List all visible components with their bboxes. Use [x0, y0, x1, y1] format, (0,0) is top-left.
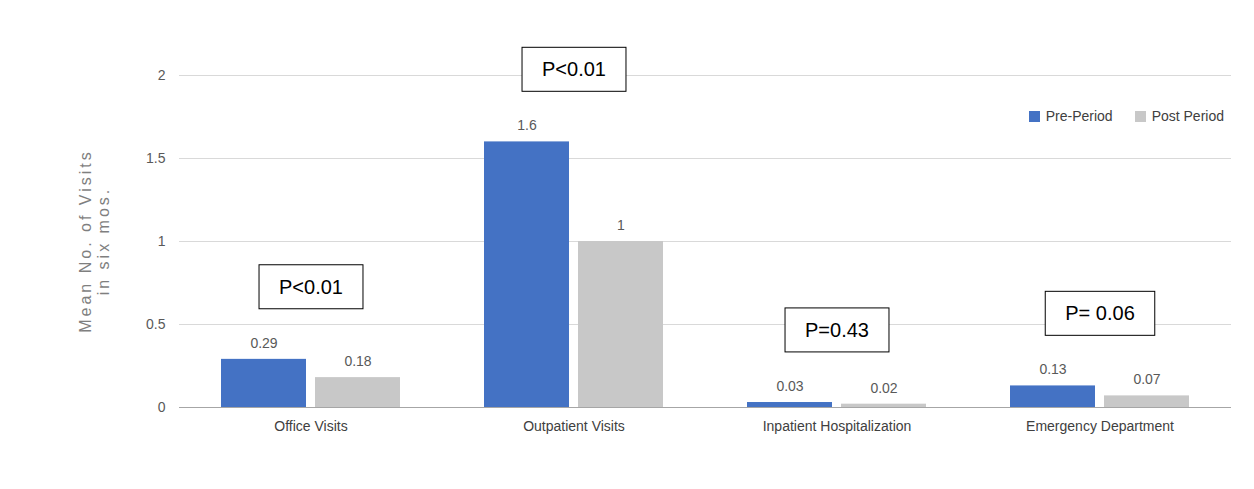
svg-text:0.02: 0.02 [870, 380, 897, 396]
svg-text:Outpatient Visits: Outpatient Visits [523, 418, 625, 434]
svg-text:0.18: 0.18 [344, 353, 371, 369]
svg-text:2: 2 [158, 67, 166, 83]
svg-text:1.6: 1.6 [517, 117, 537, 133]
svg-text:1: 1 [617, 217, 625, 233]
svg-text:Emergency Department: Emergency Department [1026, 418, 1174, 434]
html-text:Pre-Period: Pre-Period [1045, 108, 1113, 124]
svg-text:0.07: 0.07 [1133, 371, 1160, 387]
svg-text:P=0.43: P=0.43 [805, 319, 869, 341]
svg-text:0.29: 0.29 [250, 335, 277, 351]
svg-text:1: 1 [158, 233, 166, 249]
svg-text:0.03: 0.03 [776, 378, 803, 394]
svg-text:P<0.01: P<0.01 [542, 58, 606, 80]
svg-text:P<0.01: P<0.01 [279, 276, 343, 298]
svg-text:1.5: 1.5 [146, 150, 166, 166]
html-text:Post Period: Post Period [1151, 108, 1224, 124]
svg-text:Inpatient Hospitalization: Inpatient Hospitalization [763, 418, 912, 434]
svg-text:0.13: 0.13 [1039, 361, 1066, 377]
svg-text:P= 0.06: P= 0.06 [1065, 302, 1135, 324]
svg-text:0: 0 [158, 399, 166, 415]
svg-text:0.5: 0.5 [146, 316, 166, 332]
html-text:Mean No. of Visits in six mos.: Mean No. of Visits in six mos. [77, 149, 112, 333]
svg-text:Office Visits: Office Visits [274, 418, 347, 434]
